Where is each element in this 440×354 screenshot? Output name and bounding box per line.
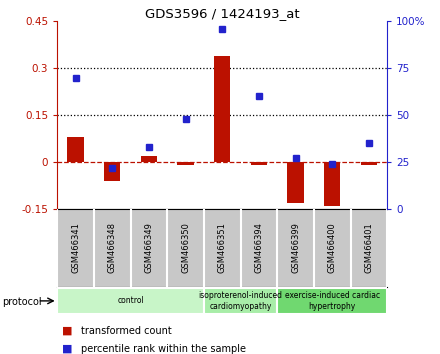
Bar <box>177 162 194 165</box>
Text: ■: ■ <box>62 344 72 354</box>
Bar <box>204 288 277 314</box>
Bar <box>214 56 231 162</box>
Text: exercise-induced cardiac
hypertrophy: exercise-induced cardiac hypertrophy <box>285 291 380 310</box>
Bar <box>287 162 304 202</box>
Text: GSM466351: GSM466351 <box>218 222 227 273</box>
Text: percentile rank within the sample: percentile rank within the sample <box>81 344 246 354</box>
Text: GSM466394: GSM466394 <box>254 222 264 273</box>
Text: GSM466350: GSM466350 <box>181 222 190 273</box>
Text: transformed count: transformed count <box>81 326 172 336</box>
Bar <box>104 162 121 181</box>
Bar <box>277 288 387 314</box>
Text: control: control <box>117 296 144 306</box>
Text: GSM466399: GSM466399 <box>291 222 300 273</box>
Text: isoproterenol-induced
cardiomyopathy: isoproterenol-induced cardiomyopathy <box>198 291 282 310</box>
Text: protocol: protocol <box>2 297 42 307</box>
Bar <box>324 162 341 206</box>
Text: GSM466349: GSM466349 <box>144 222 154 273</box>
Bar <box>57 288 204 314</box>
Bar <box>67 137 84 162</box>
Text: GSM466341: GSM466341 <box>71 222 80 273</box>
Bar <box>361 162 377 165</box>
Text: GSM466400: GSM466400 <box>328 222 337 273</box>
Title: GDS3596 / 1424193_at: GDS3596 / 1424193_at <box>145 7 300 20</box>
Text: GSM466401: GSM466401 <box>364 222 374 273</box>
Text: GSM466348: GSM466348 <box>108 222 117 273</box>
Bar <box>251 162 267 165</box>
Bar <box>141 156 157 162</box>
Text: ■: ■ <box>62 326 72 336</box>
